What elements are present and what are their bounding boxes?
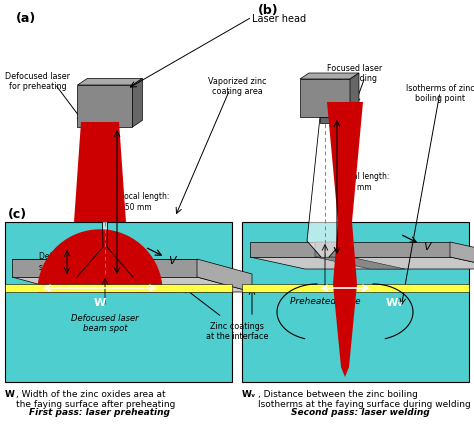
Text: Defocused laser
for preheating: Defocused laser for preheating — [6, 72, 71, 92]
Bar — [242, 284, 469, 292]
Text: Wᵥ: Wᵥ — [386, 298, 404, 308]
Text: Zinc coatings
at the interface: Zinc coatings at the interface — [206, 322, 268, 341]
Polygon shape — [327, 102, 363, 222]
Polygon shape — [307, 117, 343, 257]
Text: Wᵥ: Wᵥ — [242, 390, 256, 399]
Polygon shape — [315, 257, 405, 269]
Polygon shape — [78, 78, 142, 85]
Text: Laser head: Laser head — [252, 14, 306, 24]
Text: Vaporized zinc
coating area: Vaporized zinc coating area — [208, 77, 266, 96]
Polygon shape — [77, 127, 133, 277]
Polygon shape — [350, 73, 359, 117]
Polygon shape — [250, 242, 450, 257]
Polygon shape — [315, 242, 350, 257]
Text: Focused laser
for welding: Focused laser for welding — [328, 64, 383, 83]
Text: $V$: $V$ — [423, 240, 433, 252]
Text: Defocused off-
set distance: Defocused off- set distance — [39, 252, 94, 272]
Text: W: W — [94, 298, 106, 308]
Bar — [242, 222, 469, 382]
Polygon shape — [74, 122, 126, 222]
Text: First pass: laser preheating: First pass: laser preheating — [29, 408, 171, 417]
Text: $V$: $V$ — [168, 254, 178, 266]
Polygon shape — [300, 79, 350, 117]
Polygon shape — [82, 277, 177, 292]
Polygon shape — [100, 127, 110, 133]
Polygon shape — [82, 259, 122, 277]
Text: Second pass: laser welding: Second pass: laser welding — [291, 408, 429, 417]
Text: Focal length:
250 mm: Focal length: 250 mm — [120, 192, 169, 212]
Text: Preheated zone: Preheated zone — [290, 297, 360, 306]
Bar — [5, 284, 232, 292]
Text: (b): (b) — [258, 4, 279, 17]
Text: (a): (a) — [16, 12, 36, 25]
Polygon shape — [38, 230, 162, 292]
Polygon shape — [12, 277, 252, 292]
Bar — [5, 222, 232, 382]
Polygon shape — [250, 257, 474, 269]
Polygon shape — [333, 222, 357, 377]
Polygon shape — [133, 78, 142, 127]
Polygon shape — [78, 85, 133, 127]
Polygon shape — [197, 259, 252, 292]
Text: Isotherms of zinc
boiling point: Isotherms of zinc boiling point — [406, 84, 474, 103]
Text: Focal length:
250 mm: Focal length: 250 mm — [340, 172, 389, 192]
Text: (c): (c) — [8, 208, 27, 221]
Text: Defocused laser
beam spot: Defocused laser beam spot — [71, 314, 139, 334]
Text: W: W — [5, 390, 15, 399]
Polygon shape — [320, 117, 330, 123]
Polygon shape — [300, 73, 359, 79]
Polygon shape — [450, 242, 474, 269]
Text: , Distance between the zinc boiling
Isotherms at the faying surface during weldi: , Distance between the zinc boiling Isot… — [258, 390, 471, 410]
Text: , Width of the zinc oxides area at
the faying surface after preheating: , Width of the zinc oxides area at the f… — [16, 390, 175, 410]
Polygon shape — [12, 259, 197, 277]
